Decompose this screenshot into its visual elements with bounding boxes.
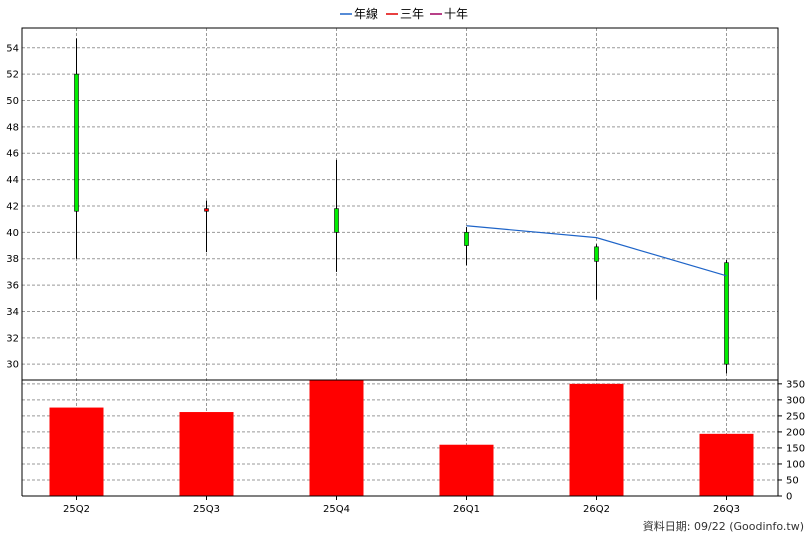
series-line-annual [466,225,727,277]
volume-panel: 0 50 100 150 200 250 300 350 [22,379,805,503]
price-tick-label: 50 [6,96,19,107]
price-tick-label: 52 [6,70,19,81]
candle-body [74,73,79,212]
candle-body [594,246,599,262]
volume-tick-label: 200 [786,427,805,438]
price-tick-label: 38 [6,254,19,265]
price-grid [22,28,778,496]
candle-body [724,262,729,365]
price-tick-label: 46 [6,149,19,160]
price-panel: 30 32 34 36 38 40 42 44 46 48 50 52 54 [6,28,778,496]
volume-bar [699,433,754,496]
volume-tick-label: 150 [786,443,805,454]
volume-tick-label: 350 [786,379,805,390]
candle-body [334,208,339,233]
volume-axis-ticks: 0 50 100 150 200 250 300 350 [778,379,805,503]
volume-tick-label: 0 [786,492,792,503]
price-tick-label: 32 [6,333,19,344]
price-axis-ticks: 30 32 34 36 38 40 42 44 46 48 50 52 54 [6,43,19,370]
source-note: 資料日期: 09/22 (Goodinfo.tw) [642,520,804,533]
legend-label-annual-line: 年線 [354,6,378,21]
moving-average-lines [466,225,727,277]
price-tick-label: 30 [6,360,19,371]
x-axis-ticks: 25Q2 25Q3 25Q4 26Q1 26Q2 26Q3 [63,496,740,515]
volume-bar [439,444,494,496]
volume-bar [179,412,234,496]
volume-bars [49,380,754,496]
legend-label-ten-year: 十年 [444,7,468,21]
legend: 年線 三年 十年 [340,6,468,21]
x-tick-label: 26Q2 [583,504,610,515]
chart-frame [21,27,779,497]
price-tick-label: 34 [6,307,19,318]
price-tick-label: 36 [6,281,19,292]
volume-tick-label: 300 [786,395,805,406]
volume-bar [309,380,364,496]
volume-tick-label: 100 [786,459,805,470]
volume-bar [569,383,624,496]
candle-body [464,232,469,246]
price-tick-label: 40 [6,228,19,239]
legend-item-ten-year: 十年 [430,7,468,21]
x-tick-label: 26Q1 [453,504,480,515]
x-tick-label: 26Q3 [713,504,740,515]
price-tick-label: 48 [6,122,19,133]
legend-item-annual-line: 年線 [340,6,378,21]
candle-body [204,208,209,212]
candles [74,38,729,374]
legend-item-three-year: 三年 [386,7,424,21]
x-tick-label: 25Q2 [63,504,90,515]
price-panel-border [21,27,779,381]
x-tick-label: 25Q4 [323,504,350,515]
legend-label-three-year: 三年 [400,7,424,21]
x-tick-label: 25Q3 [193,504,220,515]
volume-tick-label: 250 [786,411,805,422]
volume-grid [22,383,778,481]
price-tick-label: 54 [6,43,19,54]
volume-tick-label: 50 [786,475,799,486]
price-tick-label: 42 [6,201,19,212]
price-tick-label: 44 [6,175,19,186]
volume-bar [49,407,104,496]
